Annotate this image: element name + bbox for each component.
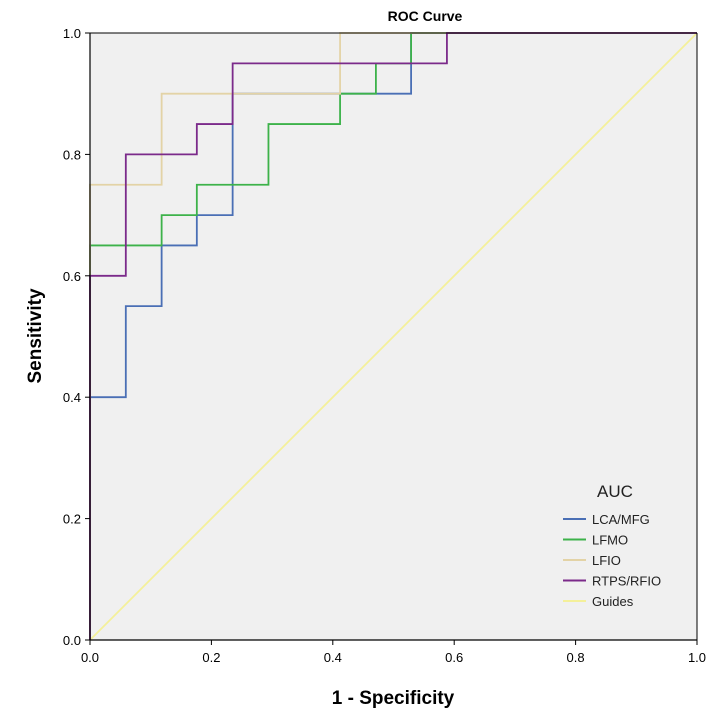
legend: AUC LCA/MFG LFMO LFIO RTPS/RFIO Guides — [563, 482, 661, 609]
y-tick-label: 1.0 — [63, 26, 81, 41]
y-tick-label: 0.2 — [63, 512, 81, 527]
legend-title: AUC — [597, 482, 633, 501]
x-tick-label: 0.2 — [202, 650, 220, 665]
y-tick-label: 0.4 — [63, 390, 81, 405]
x-axis-label: 1 - Specificity — [332, 688, 455, 709]
x-tick-label: 0.0 — [81, 650, 99, 665]
legend-label: RTPS/RFIO — [592, 574, 661, 589]
chart-title: ROC Curve — [388, 8, 463, 24]
x-tick-label: 0.6 — [445, 650, 463, 665]
series-line-rtps-rfio — [89, 32, 697, 640]
ticks-group: 0.0 0.2 0.4 0.6 0.8 1.0 0.0 0.2 0.4 0.6 0.8 1.0 — [63, 26, 706, 665]
legend-label: LFMO — [592, 533, 628, 548]
x-tick-label: 0.4 — [324, 650, 342, 665]
x-tick-label: 0.8 — [567, 650, 585, 665]
legend-label: LFIO — [592, 553, 621, 568]
legend-label: LCA/MFG — [592, 512, 650, 527]
y-axis-label: Sensitivity — [25, 288, 46, 383]
axes-group — [89, 32, 698, 641]
x-tick-label: 1.0 — [688, 650, 706, 665]
y-tick-label: 0.8 — [63, 147, 81, 162]
legend-label: Guides — [592, 594, 634, 609]
series-line-guides — [89, 32, 698, 641]
y-tick-label: 0.6 — [63, 269, 81, 284]
series-line-lca-mfg — [89, 32, 697, 640]
y-tick-label: 0.0 — [63, 633, 81, 648]
